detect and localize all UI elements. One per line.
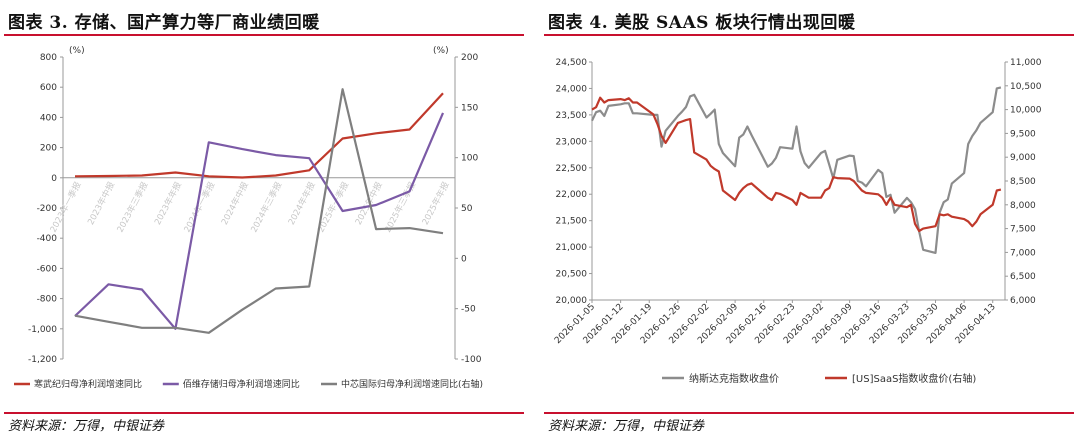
right-axis-unit: (%) — [433, 46, 449, 56]
x-category-label: 2025年三季报 — [382, 180, 418, 235]
series-line-1 — [591, 86, 1002, 254]
right-chart-title: 图表 4. 美股 SAAS 板块行情出现回暖 — [548, 13, 856, 33]
left-y-tick-label: 600 — [40, 83, 57, 93]
right-y-tick-label: 7,500 — [1010, 225, 1036, 235]
series-line-1 — [74, 92, 444, 179]
left-y-tick-label: 20,000 — [556, 296, 588, 306]
left-y-tick-label: 0 — [51, 174, 57, 184]
legend-label-1: 寒武纪归母净利润增速同比 — [34, 378, 142, 390]
left-y-tick-label: 22,500 — [556, 164, 588, 174]
right-y-tick-label: -50 — [461, 305, 476, 315]
left-source: 资料来源：万得，中银证券 — [8, 419, 165, 434]
left-chart: (%) (%) 800 600 400 200 0 -200 -400 -600 -800 -1,00… — [14, 46, 483, 390]
left-chart-title: 图表 3. 存储、国产算力等厂商业绩回暖 — [8, 13, 320, 33]
left-y-tick-label: 20,500 — [556, 270, 588, 280]
legend-label-3: 中芯国际归母净利润增速同比(右轴) — [341, 378, 483, 390]
left-y-tick-label: 200 — [40, 144, 57, 154]
x-category-label: 2025年年报 — [420, 180, 452, 227]
right-y-tick-label: 6,500 — [1010, 272, 1036, 282]
right-y-tick-label: 200 — [461, 53, 478, 63]
legend-label-1: 纳斯达克指数收盘价 — [689, 372, 779, 385]
left-y-tick-label: -600 — [37, 264, 58, 274]
series-line-2 — [74, 112, 445, 330]
right-y-tick-label: 50 — [461, 204, 473, 214]
left-y-tick-label: 24,000 — [556, 84, 588, 94]
left-title-rule — [4, 34, 524, 36]
series-line-3 — [74, 88, 444, 334]
x-category-label: 2025年一季报 — [315, 180, 351, 235]
x-category-label: 2023年中报 — [85, 180, 117, 227]
x-category-label: 2024年三季报 — [249, 180, 285, 235]
left-y-tick-label: 800 — [40, 53, 57, 63]
left-y-tick-label: -400 — [37, 234, 58, 244]
left-y-tick-label: 24,500 — [556, 58, 588, 68]
x-category-label: 2023年年报 — [152, 180, 184, 227]
left-y-tick-label: 22,000 — [556, 190, 588, 200]
left-axis-unit: (%) — [69, 46, 85, 56]
right-source: 资料来源：万得，中银证券 — [548, 419, 705, 434]
right-y-tick-label: 10,500 — [1010, 82, 1042, 92]
left-y-tick-label: 21,000 — [556, 243, 588, 253]
left-y-tick-label: 23,500 — [556, 111, 588, 121]
left-y-tick-label: -1,000 — [28, 325, 57, 335]
right-y-tick-label: 150 — [461, 103, 478, 113]
x-category-label: 2023年三季报 — [115, 180, 151, 235]
right-title-rule — [544, 34, 1074, 36]
right-y-tick-label: 6,000 — [1010, 296, 1036, 306]
right-y-tick-label: 9,500 — [1010, 129, 1036, 139]
right-y-tick-label: 9,000 — [1010, 153, 1036, 163]
x-category-label: 2024年中报 — [219, 180, 251, 227]
left-y-tick-label: 21,500 — [556, 217, 588, 227]
right-y-tick-label: 8,500 — [1010, 177, 1036, 187]
right-y-tick-label: 8,000 — [1010, 201, 1036, 211]
legend-label-2: 佰维存储归母净利润增速同比 — [183, 378, 300, 390]
left-y-tick-label: -200 — [37, 204, 58, 214]
left-source-rule — [4, 412, 524, 414]
legend-label-2: [US]SaaS指数收盘价(右轴) — [852, 372, 976, 385]
right-y-tick-label: 0 — [461, 254, 467, 264]
left-y-tick-label: -800 — [37, 295, 58, 305]
right-y-tick-label: -100 — [461, 355, 482, 365]
x-category-label: 2024年年报 — [286, 180, 318, 227]
right-y-tick-label: 7,000 — [1010, 248, 1036, 258]
right-y-tick-label: 10,000 — [1010, 106, 1042, 116]
right-chart: 24,500 24,000 23,500 23,000 22,500 22,000 21,5… — [553, 58, 1042, 385]
left-y-tick-label: 23,000 — [556, 137, 588, 147]
right-y-tick-label: 11,000 — [1010, 58, 1042, 68]
left-y-tick-label: 400 — [40, 113, 57, 123]
series-line-2 — [591, 96, 1002, 233]
left-y-tick-label: -1,200 — [28, 355, 57, 365]
right-y-tick-label: 100 — [461, 154, 478, 164]
right-source-rule — [544, 412, 1074, 414]
